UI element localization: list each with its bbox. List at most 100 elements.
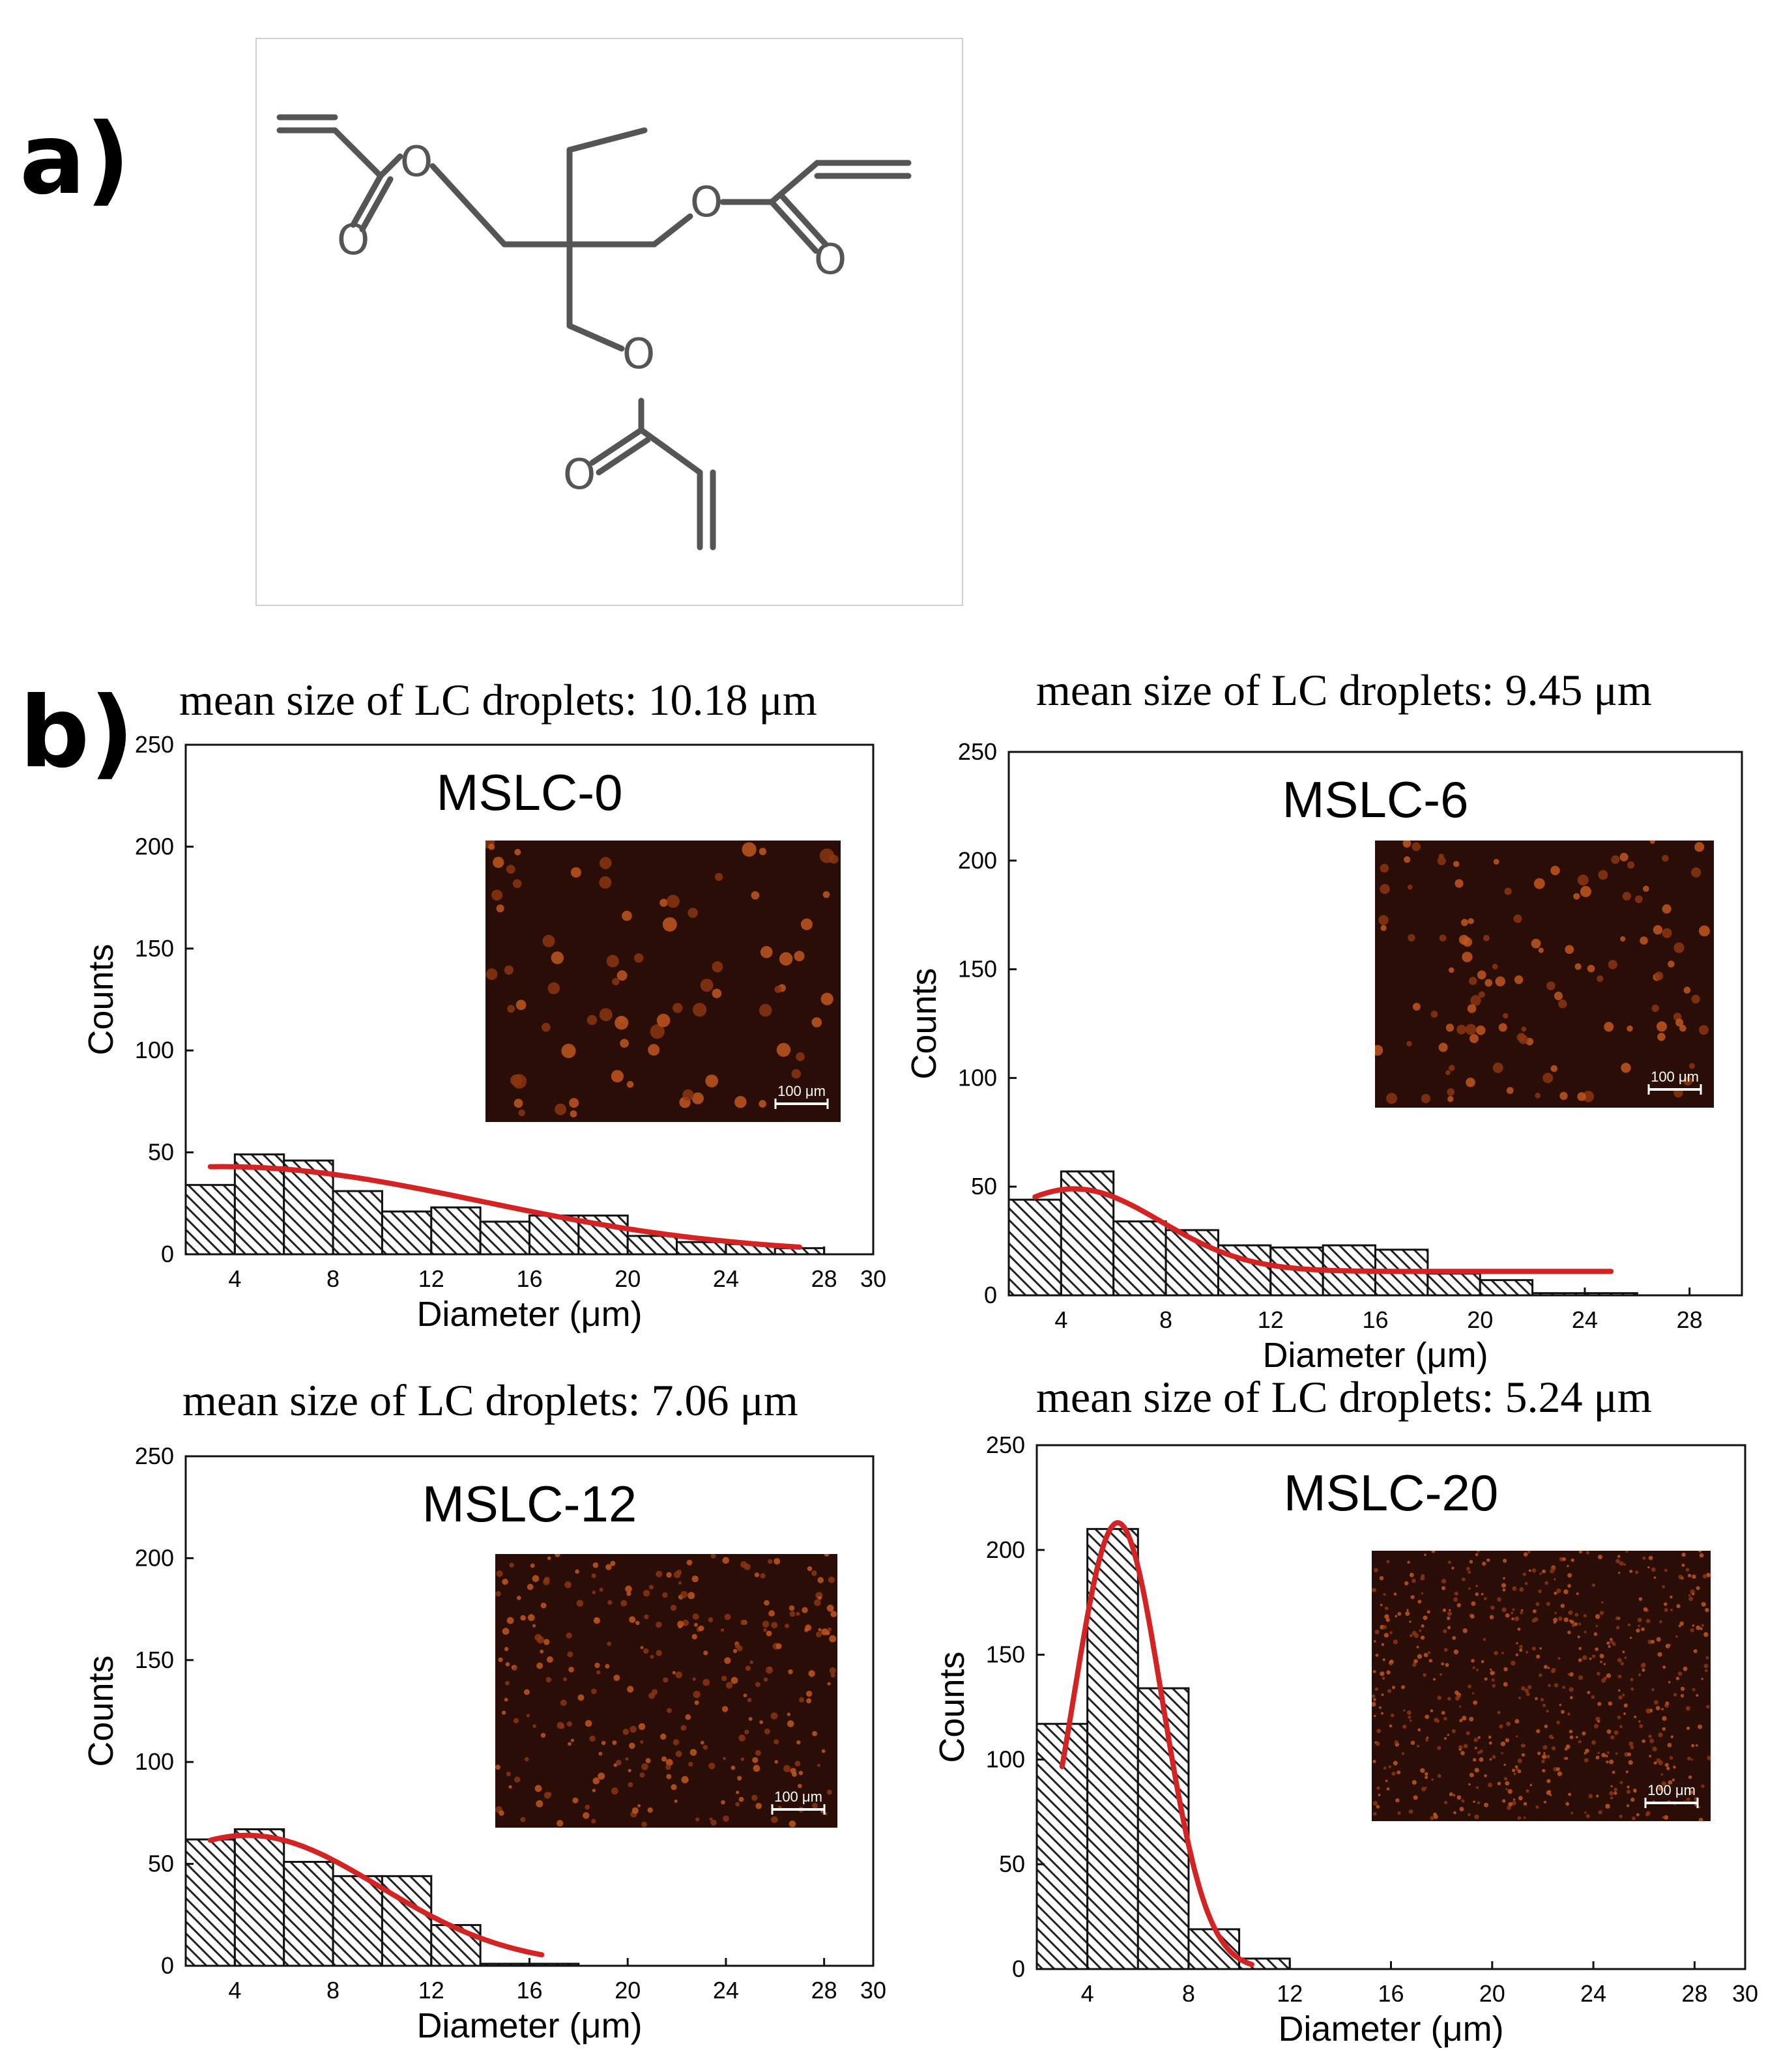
lc-droplet	[1388, 1765, 1391, 1768]
lc-droplet	[1618, 1572, 1621, 1574]
lc-droplet	[1595, 1647, 1599, 1651]
mslc-12-bar	[479, 1963, 531, 1967]
lc-droplet	[1665, 1701, 1670, 1705]
mslc-20-x-tick-label: 30	[1732, 1980, 1758, 2007]
lc-droplet	[607, 1641, 611, 1647]
lc-droplet	[1420, 1635, 1425, 1640]
lc-droplet	[1597, 1719, 1600, 1723]
lc-droplet	[1595, 1624, 1599, 1628]
lc-droplet	[1413, 1633, 1419, 1638]
lc-droplet	[629, 1742, 635, 1749]
lc-droplet	[1615, 1626, 1620, 1630]
lc-droplet	[1568, 1610, 1573, 1615]
mslc-0-bar	[479, 1220, 531, 1256]
microscopy-background	[1375, 841, 1714, 1108]
lc-droplet	[1546, 981, 1556, 990]
lc-droplet	[1391, 1686, 1396, 1690]
lc-droplet	[1623, 1703, 1628, 1708]
mslc-12-bar	[381, 1875, 433, 1967]
lc-droplet	[802, 1607, 808, 1613]
lc-droplet	[1395, 1615, 1398, 1618]
lc-droplet	[1661, 1708, 1664, 1710]
lc-droplet	[1466, 1566, 1470, 1571]
panel-label-a: a)	[20, 103, 130, 216]
lc-droplet	[1511, 1660, 1516, 1666]
lc-droplet	[688, 1592, 695, 1600]
lc-droplet	[1610, 1796, 1614, 1800]
lc-droplet	[1601, 1753, 1606, 1757]
lc-droplet	[1412, 1578, 1416, 1583]
lc-droplet	[648, 1044, 660, 1056]
lc-droplet	[1550, 1568, 1554, 1574]
lc-droplet	[826, 1631, 830, 1635]
lc-droplet	[714, 872, 723, 882]
lc-droplet	[1599, 1654, 1604, 1659]
lc-droplet	[1693, 1649, 1698, 1654]
lc-droplet	[1424, 1553, 1426, 1557]
lc-droplet	[540, 1602, 547, 1609]
lc-droplet	[1539, 1647, 1542, 1650]
lc-droplet	[591, 1573, 596, 1578]
lc-droplet	[1591, 1740, 1596, 1745]
lc-droplet	[736, 1791, 740, 1794]
lc-droplet	[1454, 1591, 1458, 1596]
lc-droplet	[1466, 1077, 1475, 1087]
mslc-12-bar	[332, 1875, 383, 1967]
lc-droplet	[566, 1721, 572, 1727]
lc-droplet	[570, 1110, 577, 1117]
scale-bar-label: 100 μm	[774, 1789, 822, 1805]
lc-droplet	[1694, 842, 1705, 852]
lc-droplet	[1619, 1561, 1624, 1566]
lc-droplet	[1576, 1592, 1579, 1596]
lc-droplet	[1468, 918, 1474, 925]
lc-droplet	[1483, 1637, 1486, 1641]
lc-droplet	[1473, 1800, 1475, 1803]
lc-droplet	[1474, 1814, 1479, 1820]
lc-droplet	[534, 1785, 542, 1792]
lc-droplet	[536, 1662, 543, 1669]
lc-droplet	[1675, 1635, 1678, 1638]
lc-droplet	[1619, 1725, 1623, 1729]
lc-droplet	[1468, 1570, 1471, 1574]
mslc-6-bar	[1374, 1248, 1429, 1297]
lc-droplet	[1703, 1632, 1709, 1637]
mslc-20-x-axis-label: Diameter (μm)	[1278, 2009, 1503, 2049]
mslc-6-x-tick-label: 20	[1467, 1306, 1493, 1333]
lc-droplet	[1475, 1585, 1479, 1588]
mslc-12-y-tick-label: 0	[161, 1952, 174, 1979]
lc-droplet	[820, 992, 833, 1005]
lc-droplet	[607, 1600, 613, 1605]
lc-droplet	[592, 1777, 600, 1785]
lc-droplet	[1569, 1729, 1573, 1734]
lc-droplet	[1645, 1619, 1651, 1624]
mslc-6-y-tick-label: 0	[984, 1282, 997, 1308]
lc-droplet	[1695, 1744, 1698, 1747]
lc-droplet	[796, 1740, 801, 1745]
lc-droplet	[634, 953, 644, 963]
lc-droplet	[1372, 1702, 1376, 1707]
lc-droplet	[567, 1651, 573, 1658]
lc-droplet	[1606, 1729, 1612, 1734]
lc-droplet	[1395, 1798, 1400, 1803]
lc-droplet	[673, 1571, 681, 1578]
lc-droplet	[1543, 1665, 1548, 1669]
lc-droplet	[1372, 1759, 1376, 1763]
lc-droplet	[759, 1100, 766, 1108]
lc-droplet	[1582, 1655, 1587, 1660]
lc-droplet	[1421, 1624, 1425, 1628]
lc-droplet	[1507, 1789, 1513, 1794]
lc-droplet	[675, 1671, 682, 1678]
lc-droplet	[1542, 1569, 1546, 1574]
lc-droplet	[1503, 1777, 1508, 1781]
lc-droplet	[1605, 1755, 1608, 1758]
lc-droplet	[568, 1742, 572, 1746]
lc-droplet	[1501, 1651, 1505, 1654]
lc-droplet	[1426, 1610, 1430, 1614]
lc-droplet	[1696, 1693, 1699, 1697]
lc-droplet	[673, 1739, 680, 1746]
mslc-12-x-tick-label: 20	[615, 1977, 641, 2004]
lc-droplet	[821, 1749, 826, 1753]
mslc-0-y-tick-label: 0	[161, 1241, 174, 1267]
lc-droplet	[1390, 1713, 1395, 1718]
lc-droplet	[755, 1682, 760, 1688]
